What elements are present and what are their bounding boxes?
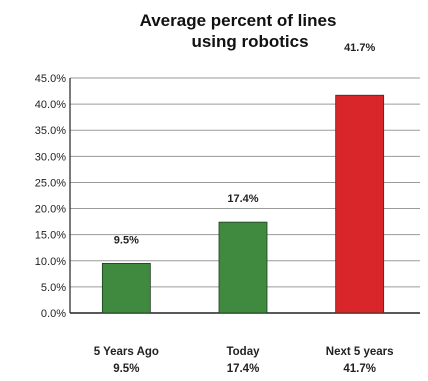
category-value: 41.7% <box>343 363 376 375</box>
y-tick-label: 0.0% <box>41 308 66 320</box>
bar <box>218 221 268 314</box>
bar <box>335 94 385 314</box>
bars <box>101 94 385 314</box>
y-tick-label: 40.0% <box>35 99 66 111</box>
category-labels: 5 Years Ago 9.5% Today 17.4% Next 5 years 41.… <box>94 346 394 375</box>
y-tick-label: 35.0% <box>35 125 66 137</box>
data-label: 17.4% <box>227 193 258 205</box>
chart-title-line-1: Average percent of lines <box>140 11 337 30</box>
y-tick-label: 45.0% <box>35 73 66 85</box>
category-label: 5 Years Ago <box>94 346 159 358</box>
y-axis-ticks: 0.0% 5.0% 10.0% 15.0% 20.0% 25.0% 30.0% 35.0% 40… <box>35 73 66 320</box>
y-tick-label: 10.0% <box>35 256 66 268</box>
data-label: 9.5% <box>114 234 139 246</box>
y-tick-label: 20.0% <box>35 204 66 216</box>
y-tick-label: 15.0% <box>35 230 66 242</box>
data-label: 41.7% <box>344 42 375 54</box>
bar <box>101 262 151 314</box>
data-labels: 9.5% 17.4% 41.7% <box>114 42 376 246</box>
category-label: Next 5 years <box>326 346 394 358</box>
y-tick-label: 5.0% <box>41 282 66 294</box>
category-value: 17.4% <box>227 363 260 375</box>
chart-title-line-2: using robotics <box>191 32 308 51</box>
y-tick-label: 30.0% <box>35 151 66 163</box>
y-tick-label: 25.0% <box>35 177 66 189</box>
category-value: 9.5% <box>113 363 139 375</box>
category-label: Today <box>226 346 260 358</box>
